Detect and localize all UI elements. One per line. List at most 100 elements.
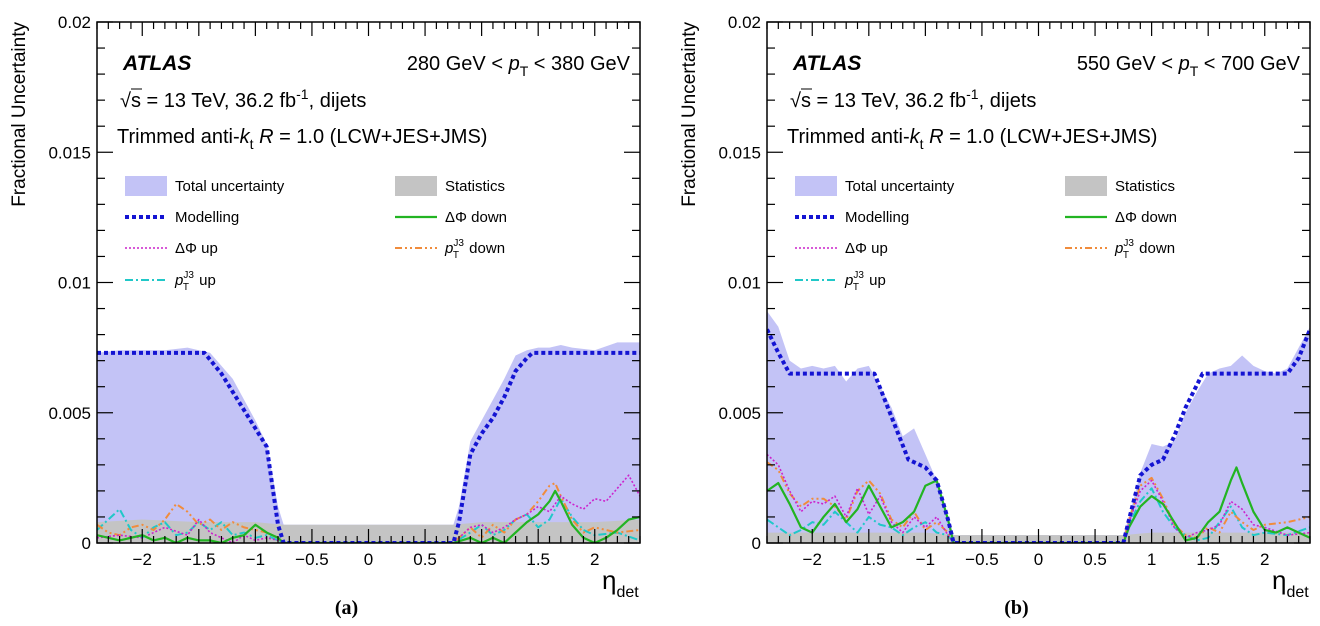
energy-tail: , dijets (979, 90, 1037, 112)
x-tick-label: −1 (246, 550, 265, 569)
pt-range-low: 280 GeV < (407, 53, 509, 75)
panel-sublabel: (b) (1004, 597, 1028, 619)
energy-tail: , dijets (309, 90, 367, 112)
legend-label-modelling: Modelling (175, 209, 239, 226)
legend-swatch-total (795, 176, 837, 196)
series-dphi-down (767, 466, 1310, 543)
legend: Total uncertainty Statistics Modelling ΔΦ d… (125, 176, 507, 293)
x-tick-label: 1.5 (526, 550, 550, 569)
legend-label-total: Total uncertainty (175, 178, 285, 195)
legend-label-stat: Statistics (1115, 178, 1175, 195)
legend-pt3-var: p (844, 272, 853, 289)
x-tick-label: −2 (133, 550, 152, 569)
atlas-label: ATLAS (792, 52, 861, 75)
x-tick-label: 2 (1260, 550, 1269, 569)
series-total-uncertainty (97, 342, 640, 543)
y-tick-label: 0.005 (48, 404, 91, 423)
x-axis-label-main: η (1272, 565, 1286, 595)
legend-label-pt3-up: pJ3 T up (844, 270, 886, 293)
legend-pt3-var: p (1114, 240, 1123, 257)
y-tick-label: 0.02 (728, 13, 761, 32)
jet-label: Trimmed anti-kt R = 1.0 (LCW+JES+JMS) (117, 126, 487, 152)
pt-range-high: < 700 GeV (1198, 53, 1300, 75)
pt-range-sub: T (520, 63, 529, 79)
x-axis-label: ηdet (602, 565, 639, 601)
energy-main: s = 13 TeV, 36.2 fb (131, 90, 296, 112)
x-tick-label: 1.5 (1196, 550, 1220, 569)
plot-area (97, 342, 640, 543)
legend-label-total: Total uncertainty (845, 178, 955, 195)
atlas-label: ATLAS (122, 52, 191, 75)
series-total-uncertainty (767, 311, 1310, 543)
series-pt3-down (767, 461, 1310, 543)
y-tick-label: 0.01 (58, 274, 91, 293)
panel-sublabel: (a) (335, 597, 358, 619)
pt-range-var: p (508, 53, 520, 75)
energy-sqrt: √ (790, 90, 801, 112)
legend-label-pt3-up: pJ3 T up (174, 270, 216, 293)
x-tick-label: 0.5 (1083, 550, 1107, 569)
legend-swatch-stat (395, 176, 437, 196)
legend-pt3-sup: J3 (183, 270, 194, 281)
legend-pt3-down-text: down (1135, 240, 1175, 257)
jet-pre: Trimmed anti- (117, 126, 240, 148)
pt-range-sub: T (1190, 63, 1199, 79)
x-tick-label: 0 (1034, 550, 1043, 569)
x-tick-label: −1.5 (182, 550, 216, 569)
legend-label-pt3-down: pJ3 T down (1114, 238, 1175, 261)
jet-r: R (259, 126, 273, 148)
x-axis-label-sub: det (1286, 584, 1309, 601)
y-tick-label: 0.005 (718, 404, 761, 423)
legend-pt3-sup: J3 (453, 238, 464, 249)
x-tick-label: 0 (364, 550, 373, 569)
pt-range-var: p (1178, 53, 1190, 75)
legend-swatch-stat (1065, 176, 1107, 196)
energy-sup: -1 (966, 86, 979, 102)
y-axis-label: Fractional Uncertainty (9, 22, 30, 207)
pt-range-high: < 380 GeV (528, 53, 630, 75)
legend-pt3-up-text: up (195, 272, 216, 289)
jet-ksub: t (250, 136, 254, 152)
series-modelling (97, 350, 640, 543)
pt-range-low: 550 GeV < (1077, 53, 1179, 75)
y-tick-label: 0.015 (48, 143, 91, 162)
x-tick-label: −0.5 (965, 550, 999, 569)
y-tick-label: 0.01 (728, 274, 761, 293)
legend-pt3-sup: J3 (853, 270, 864, 281)
plot-area (767, 311, 1310, 543)
x-tick-label: −0.5 (295, 550, 329, 569)
jet-r: R (929, 126, 943, 148)
jet-pre: Trimmed anti- (787, 126, 910, 148)
x-tick-label: 0.5 (413, 550, 437, 569)
energy-main: s = 13 TeV, 36.2 fb (801, 90, 966, 112)
legend-pt3-sub: T (183, 282, 189, 293)
y-axis-label: Fractional Uncertainty (679, 22, 700, 207)
y-tick-label: 0.02 (58, 13, 91, 32)
x-axis-label-main: η (602, 565, 616, 595)
y-tick-label: 0 (752, 534, 761, 553)
legend-pt3-sup: J3 (1123, 238, 1134, 249)
legend-pt3-sub: T (1123, 250, 1129, 261)
energy-sqrt: √ (120, 90, 131, 112)
y-tick-label: 0 (82, 534, 91, 553)
jet-post: = 1.0 (LCW+JES+JMS) (274, 126, 488, 148)
series-modelling (767, 328, 1310, 543)
energy-label: √s = 13 TeV, 36.2 fb-1, dijets (790, 86, 1036, 112)
energy-label: √s = 13 TeV, 36.2 fb-1, dijets (120, 86, 366, 112)
legend-pt3-down-text: down (465, 240, 505, 257)
x-tick-label: 2 (590, 550, 599, 569)
x-axis-label: ηdet (1272, 565, 1309, 601)
series-pt3-up (97, 497, 640, 543)
legend-label-dphi-down: ΔΦ down (445, 209, 507, 226)
y-ticks (97, 21, 640, 544)
jet-k: k (910, 126, 921, 148)
x-tick-label: 1 (1147, 550, 1156, 569)
x-ticks (96, 22, 641, 543)
legend-pt3-up-text: up (865, 272, 886, 289)
legend-label-stat: Statistics (445, 178, 505, 195)
jet-ksub: t (920, 136, 924, 152)
x-tick-label: 1 (477, 550, 486, 569)
legend-label-modelling: Modelling (845, 209, 909, 226)
legend-label-dphi-up: ΔΦ up (175, 240, 218, 257)
